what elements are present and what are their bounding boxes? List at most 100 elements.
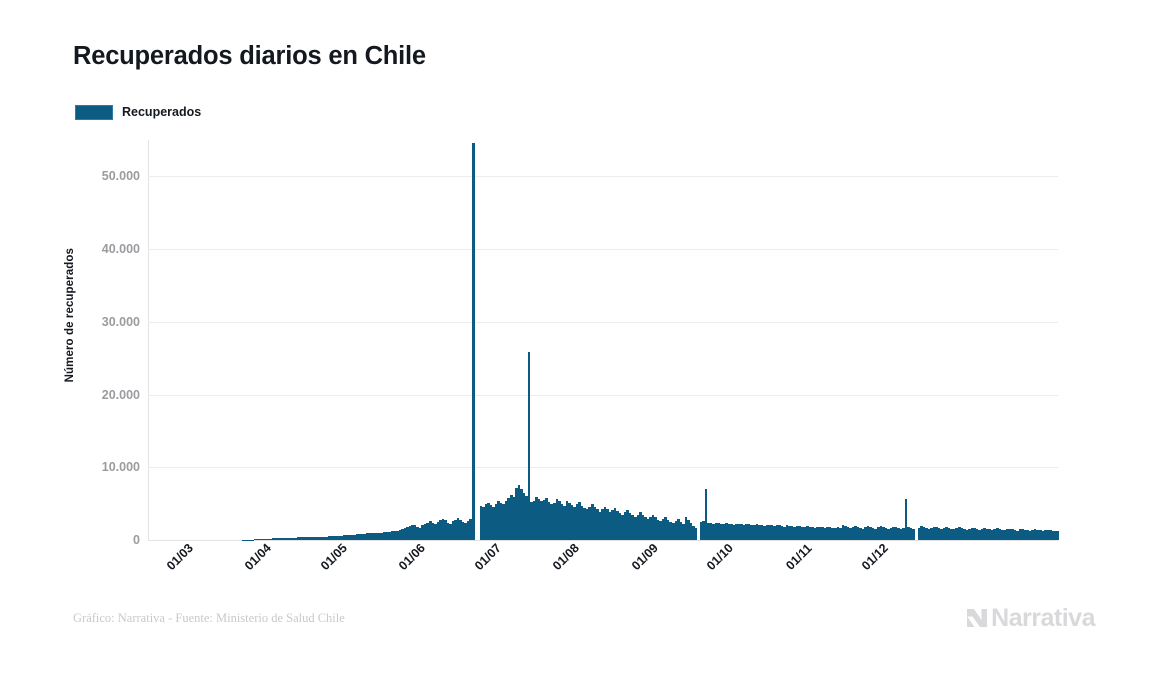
bar bbox=[773, 526, 776, 540]
bar bbox=[535, 497, 538, 540]
bar bbox=[530, 502, 533, 540]
bar bbox=[790, 526, 794, 540]
bar bbox=[441, 518, 445, 540]
bar bbox=[821, 527, 824, 540]
bar bbox=[340, 535, 343, 540]
bar bbox=[365, 533, 369, 540]
bar bbox=[775, 525, 779, 540]
bar bbox=[1028, 530, 1032, 540]
bar bbox=[861, 529, 865, 540]
bar bbox=[831, 527, 834, 540]
bar bbox=[687, 519, 690, 540]
bar bbox=[370, 533, 374, 540]
x-tick-label-01-03: 01/03 bbox=[163, 540, 196, 573]
bar bbox=[765, 524, 769, 540]
bar bbox=[525, 495, 528, 540]
bar bbox=[975, 529, 979, 540]
bar bbox=[363, 533, 366, 540]
bar bbox=[411, 525, 414, 540]
bar bbox=[272, 538, 275, 540]
bar bbox=[758, 524, 761, 540]
bar bbox=[942, 528, 946, 540]
bar bbox=[899, 529, 903, 540]
bar bbox=[522, 493, 526, 540]
bar bbox=[699, 521, 703, 540]
bar bbox=[292, 537, 295, 540]
bar bbox=[423, 523, 427, 540]
bar bbox=[628, 513, 632, 540]
bar bbox=[828, 527, 832, 540]
bar bbox=[375, 532, 379, 540]
bar bbox=[428, 521, 432, 540]
bar bbox=[337, 535, 341, 540]
bar bbox=[479, 505, 483, 540]
bar bbox=[347, 534, 351, 540]
bar bbox=[1018, 529, 1022, 540]
bar bbox=[385, 532, 389, 540]
bar bbox=[623, 512, 627, 540]
bar bbox=[836, 527, 840, 540]
bar bbox=[603, 506, 607, 540]
bar bbox=[927, 528, 931, 540]
bar bbox=[504, 500, 508, 540]
bar bbox=[482, 507, 485, 540]
bar bbox=[540, 501, 543, 540]
bar bbox=[877, 527, 880, 540]
bar bbox=[456, 518, 460, 540]
bar bbox=[436, 521, 440, 540]
bar bbox=[866, 526, 870, 540]
bar bbox=[727, 523, 731, 540]
bar bbox=[489, 505, 493, 540]
x-tick-label-01-06: 01/06 bbox=[396, 540, 429, 573]
bar bbox=[732, 524, 736, 540]
bar bbox=[568, 502, 571, 540]
bar bbox=[1001, 529, 1004, 540]
bar bbox=[406, 527, 409, 540]
bar bbox=[763, 525, 766, 540]
bar bbox=[259, 539, 262, 540]
bar bbox=[634, 516, 637, 540]
bar bbox=[735, 523, 738, 540]
bar bbox=[897, 528, 900, 540]
bar bbox=[494, 503, 498, 540]
bar bbox=[555, 499, 559, 540]
bar bbox=[547, 502, 551, 540]
bar bbox=[816, 526, 819, 540]
bar bbox=[671, 523, 675, 540]
bar bbox=[909, 528, 913, 540]
bar bbox=[449, 524, 452, 540]
bar bbox=[684, 517, 688, 540]
bar bbox=[383, 532, 386, 540]
bar bbox=[282, 537, 285, 540]
bar bbox=[715, 522, 718, 540]
bar bbox=[322, 536, 326, 540]
bar bbox=[1008, 528, 1012, 540]
bar bbox=[960, 528, 964, 540]
bar bbox=[747, 524, 751, 540]
bar bbox=[426, 522, 429, 540]
bar bbox=[788, 525, 791, 540]
bar bbox=[401, 529, 404, 540]
bar bbox=[709, 523, 713, 540]
bar bbox=[1011, 529, 1014, 540]
bar bbox=[707, 522, 710, 540]
bar bbox=[644, 517, 647, 540]
bar bbox=[1031, 529, 1034, 540]
bar bbox=[598, 511, 602, 540]
bar bbox=[274, 538, 278, 540]
bar bbox=[803, 527, 807, 540]
x-axis-tick-labels: 01/03 01/04 01/05 01/06 01/07 01/08 01/09 01/10… bbox=[148, 541, 1058, 606]
bar bbox=[269, 538, 273, 540]
bar bbox=[464, 523, 467, 540]
bar bbox=[398, 529, 402, 540]
bar bbox=[621, 514, 624, 540]
bar bbox=[947, 527, 951, 540]
bar bbox=[717, 523, 721, 540]
x-tick-label-01-05: 01/05 bbox=[317, 540, 350, 573]
bar bbox=[1044, 530, 1047, 540]
brand-wordmark: Narrativa bbox=[991, 603, 1095, 632]
bar bbox=[851, 526, 855, 540]
bar bbox=[930, 527, 933, 540]
bar bbox=[573, 507, 576, 540]
bar bbox=[871, 528, 875, 540]
